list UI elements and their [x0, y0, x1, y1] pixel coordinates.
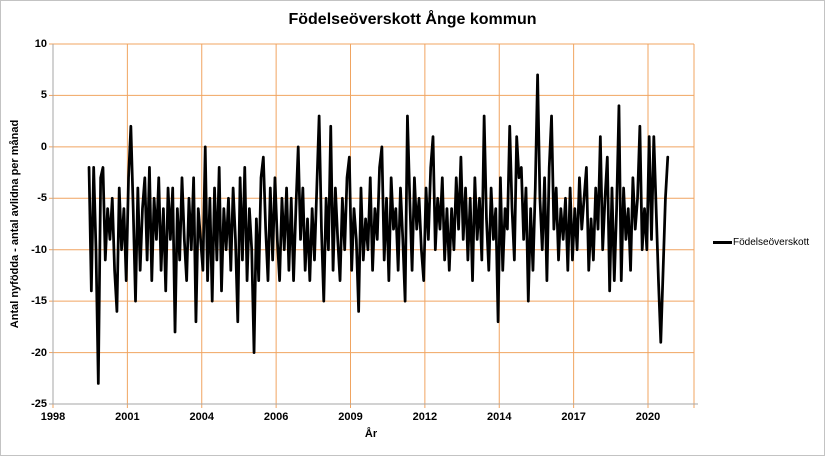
y-tick-label: 10 [34, 38, 47, 50]
y-tick-label: 0 [40, 140, 47, 153]
x-tick-label: 2020 [635, 411, 661, 423]
legend-line-swatch [713, 241, 732, 244]
x-tick-label: 2009 [338, 411, 363, 423]
y-tick-label: -20 [31, 346, 47, 359]
legend: Födelseöverskott [713, 237, 809, 248]
x-tick-label: 2014 [487, 411, 512, 423]
axes [49, 44, 698, 405]
y-tick-label: 5 [40, 89, 47, 102]
x-tick-label: 2006 [263, 411, 289, 423]
y-tick-label: -10 [31, 243, 47, 256]
y-tick-label: -5 [37, 192, 47, 205]
x-tick-label: 2001 [115, 411, 140, 423]
chart-title: Födelseöverskott Ånge kommun [288, 11, 537, 28]
tick-marks [49, 43, 695, 408]
x-tick-label: 2004 [189, 411, 214, 423]
y-tick-label: -25 [31, 398, 47, 410]
y-tick-label: -15 [31, 295, 47, 308]
x-axis-title: År [364, 428, 378, 440]
legend-label: Födelseöverskott [733, 237, 810, 248]
x-tick-label: 2012 [412, 411, 438, 423]
x-tick-label: 2017 [561, 411, 586, 423]
x-tick-label: 1998 [40, 411, 66, 423]
series-line [87, 73, 670, 385]
